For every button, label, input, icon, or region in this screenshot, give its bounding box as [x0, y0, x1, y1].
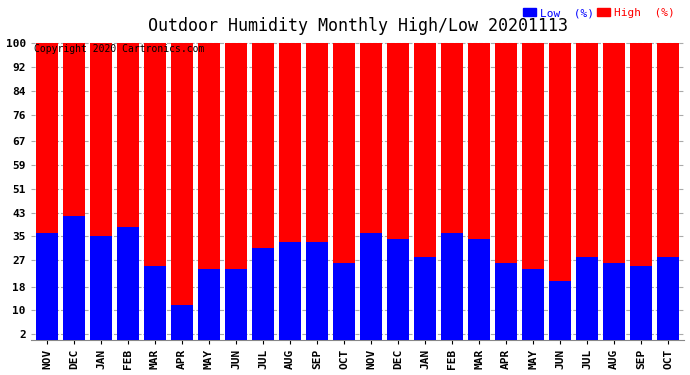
Bar [63, 44, 85, 340]
Bar [360, 233, 382, 340]
Bar [252, 248, 274, 340]
Bar [306, 242, 328, 340]
Bar [333, 44, 355, 340]
Bar [252, 44, 274, 340]
Bar [387, 239, 409, 340]
Bar [442, 44, 463, 340]
Bar [442, 233, 463, 340]
Bar [631, 266, 652, 340]
Bar [576, 44, 598, 340]
Bar [549, 44, 571, 340]
Bar [36, 233, 58, 340]
Bar [333, 263, 355, 340]
Text: Copyright 2020 Cartronics.com: Copyright 2020 Cartronics.com [34, 44, 204, 54]
Bar [144, 266, 166, 340]
Bar [522, 269, 544, 340]
Bar [631, 44, 652, 340]
Bar [198, 44, 220, 340]
Title: Outdoor Humidity Monthly High/Low 20201113: Outdoor Humidity Monthly High/Low 202011… [148, 16, 568, 34]
Bar [387, 44, 409, 340]
Bar [117, 44, 139, 340]
Legend: Low  (%), High  (%): Low (%), High (%) [519, 4, 679, 22]
Bar [360, 44, 382, 340]
Bar [495, 44, 517, 340]
Bar [36, 44, 58, 340]
Bar [658, 44, 679, 340]
Bar [603, 44, 625, 340]
Bar [90, 44, 112, 340]
Bar [522, 44, 544, 340]
Bar [90, 236, 112, 340]
Bar [279, 242, 301, 340]
Bar [414, 44, 436, 340]
Bar [117, 227, 139, 340]
Bar [469, 239, 490, 340]
Bar [495, 263, 517, 340]
Bar [225, 269, 247, 340]
Bar [198, 269, 220, 340]
Bar [414, 257, 436, 340]
Bar [225, 44, 247, 340]
Bar [171, 304, 193, 340]
Bar [279, 44, 301, 340]
Bar [306, 44, 328, 340]
Bar [658, 257, 679, 340]
Bar [144, 44, 166, 340]
Bar [576, 257, 598, 340]
Bar [171, 44, 193, 340]
Bar [549, 281, 571, 340]
Bar [469, 44, 490, 340]
Bar [603, 263, 625, 340]
Bar [63, 216, 85, 340]
